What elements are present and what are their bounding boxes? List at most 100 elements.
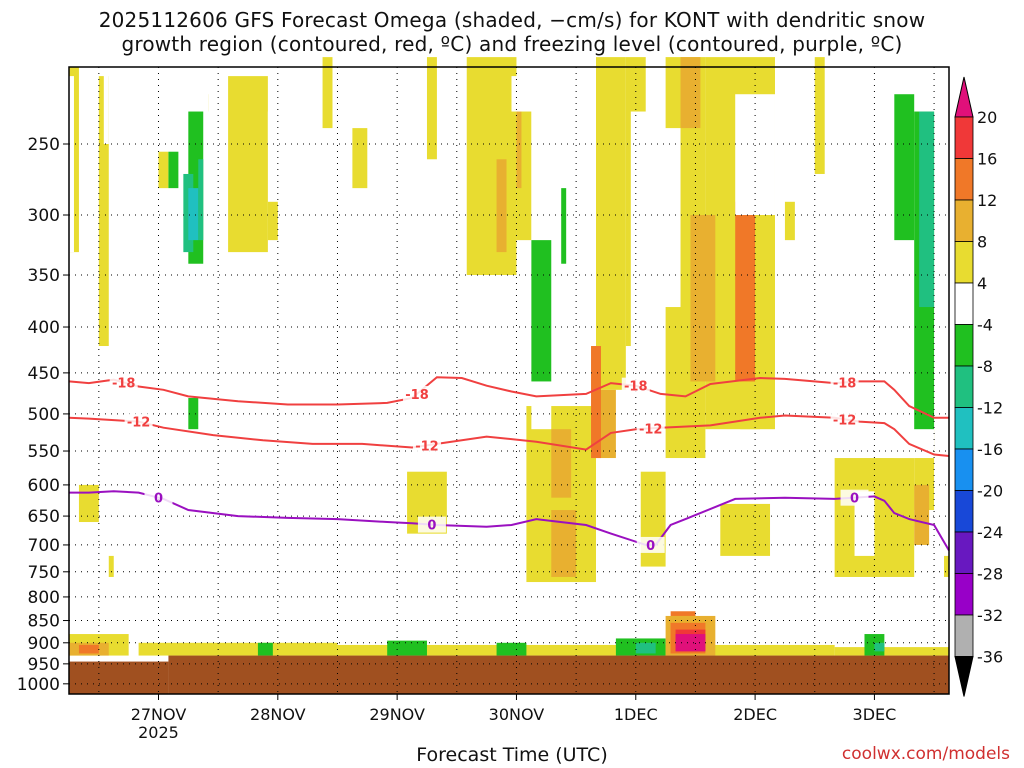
omega-cell-59 [531, 240, 552, 382]
omega-cell-39 [69, 76, 74, 253]
colorbar-label-12: -32 [977, 606, 1003, 625]
omega-cell-53 [735, 94, 775, 215]
omega-cell-13 [476, 76, 497, 215]
colorbar-bin-0 [954, 116, 974, 159]
x-tick-label-0: 27NOV [131, 705, 187, 724]
omega-cell-69 [138, 642, 338, 656]
colorbar-label-1: 16 [977, 150, 997, 169]
omega-cell-30 [551, 510, 577, 577]
omega-cell-79 [635, 642, 656, 654]
colorbar-label-10: -24 [977, 523, 1003, 542]
colorbar-bin-1 [954, 158, 974, 201]
omega-cell-2 [78, 484, 99, 523]
omega-cell-70 [337, 644, 835, 656]
omega-cell-74 [257, 642, 273, 656]
omega-cell-32 [680, 57, 701, 129]
colorbar-bin-10 [954, 531, 974, 574]
omega-cell-6 [228, 76, 268, 253]
contour-label-bg-1-0 [124, 413, 153, 430]
ground-fill-left [69, 661, 169, 694]
x-tick-label-1: 28NOV [250, 705, 306, 724]
omega-shading [69, 57, 949, 656]
y-tick-label-750: 750 [28, 563, 60, 583]
omega-cell-23 [814, 57, 825, 174]
omega-cell-58 [168, 151, 179, 189]
colorbar-bin-3 [954, 241, 974, 284]
contour-label-0-3: -18 [833, 376, 857, 391]
omega-cell-0 [69, 66, 79, 253]
colorbar-bin-2 [954, 199, 974, 242]
colorbar-bottom-arrow [954, 656, 974, 697]
contour-1 [68, 414, 950, 457]
x-tick-label-2: 29NOV [369, 705, 425, 724]
omega-cell-67 [188, 188, 199, 241]
omega-cell-48 [655, 128, 681, 308]
contour-label-2-0: 0 [154, 492, 163, 507]
contour-label-2-1: 0 [427, 519, 436, 534]
y-tick-label-650: 650 [28, 507, 60, 527]
colorbar-label-6: -8 [977, 357, 993, 376]
colorbar-label-3: 8 [977, 233, 987, 252]
omega-cell-28 [516, 111, 522, 189]
colorbar-label-11: -28 [977, 565, 1003, 584]
omega-cell-37 [735, 201, 756, 382]
surface-ground [69, 655, 949, 694]
colorbar-label-13: -36 [977, 648, 1003, 667]
omega-cell-64 [919, 111, 935, 308]
contour-0 [68, 376, 949, 419]
omega-cell-9 [352, 128, 368, 189]
y-tick-label-700: 700 [28, 536, 60, 556]
omega-cell-26 [720, 503, 771, 556]
omega-cell-36 [591, 346, 601, 459]
contour-label-0-1: -18 [405, 388, 429, 403]
y-tick-label-550: 550 [28, 442, 60, 462]
contour-label-bg-1-2 [636, 420, 665, 437]
plot-frame [68, 66, 950, 695]
credit-link[interactable]: coolwx.com/models [841, 744, 1010, 764]
contour-label-bg-2-3 [840, 489, 869, 506]
omega-cell-61 [894, 94, 915, 241]
colorbar-label-0: 20 [977, 108, 997, 127]
omega-cell-4 [158, 151, 169, 189]
omega-cell-31 [596, 389, 616, 459]
colorbar-bin-9 [954, 490, 974, 533]
contour-label-1-0: -12 [127, 416, 151, 431]
omega-cell-47 [630, 111, 656, 382]
colorbar-label-2: 12 [977, 191, 997, 210]
colorbar-label-5: -4 [977, 316, 993, 335]
y-tick-label-350: 350 [28, 266, 60, 286]
y-tick-label-400: 400 [28, 318, 60, 338]
omega-cell-80 [874, 642, 885, 652]
y-tick-label-450: 450 [28, 364, 60, 384]
y-tick-label-800: 800 [28, 588, 60, 608]
colorbar-bin-11 [954, 573, 974, 616]
y-tick-label-250: 250 [28, 135, 60, 155]
contour-2 [69, 490, 950, 552]
chart-title-line1: 2025112606 GFS Forecast Omega (shaded, −… [98, 8, 926, 32]
colorbar-label-7: -12 [977, 399, 1003, 418]
omega-cell-27 [944, 555, 949, 577]
omega-cell-7 [267, 201, 278, 241]
y-tick-label-850: 850 [28, 612, 60, 632]
omega-cell-62 [188, 398, 199, 430]
contour-label-bg-2-0 [144, 489, 173, 506]
omega-cell-16 [596, 57, 626, 390]
omega-cell-76 [496, 642, 527, 656]
contour-label-bg-2-2 [636, 536, 665, 553]
omega-cell-33 [690, 214, 716, 382]
y-tick-label-1000: 1000 [17, 675, 60, 695]
x-tick-label-6: 3DEC [853, 705, 897, 724]
colorbar-bin-5 [954, 324, 974, 367]
omega-cell-22 [784, 201, 795, 241]
y-tick-label-600: 600 [28, 476, 60, 496]
contour-label-1-3: -12 [833, 413, 857, 428]
colorbar-label-4: 4 [977, 274, 987, 293]
omega-cell-40 [103, 57, 109, 144]
x-tick-label-4: 1DEC [614, 705, 658, 724]
y-axis: 2503003504004505005506006507007508008509… [17, 135, 69, 695]
omega-cell-52 [924, 606, 949, 635]
omega-cell-73 [78, 644, 99, 654]
omega-cell-8 [322, 57, 333, 129]
x-tick-label-3: 30NOV [489, 705, 545, 724]
